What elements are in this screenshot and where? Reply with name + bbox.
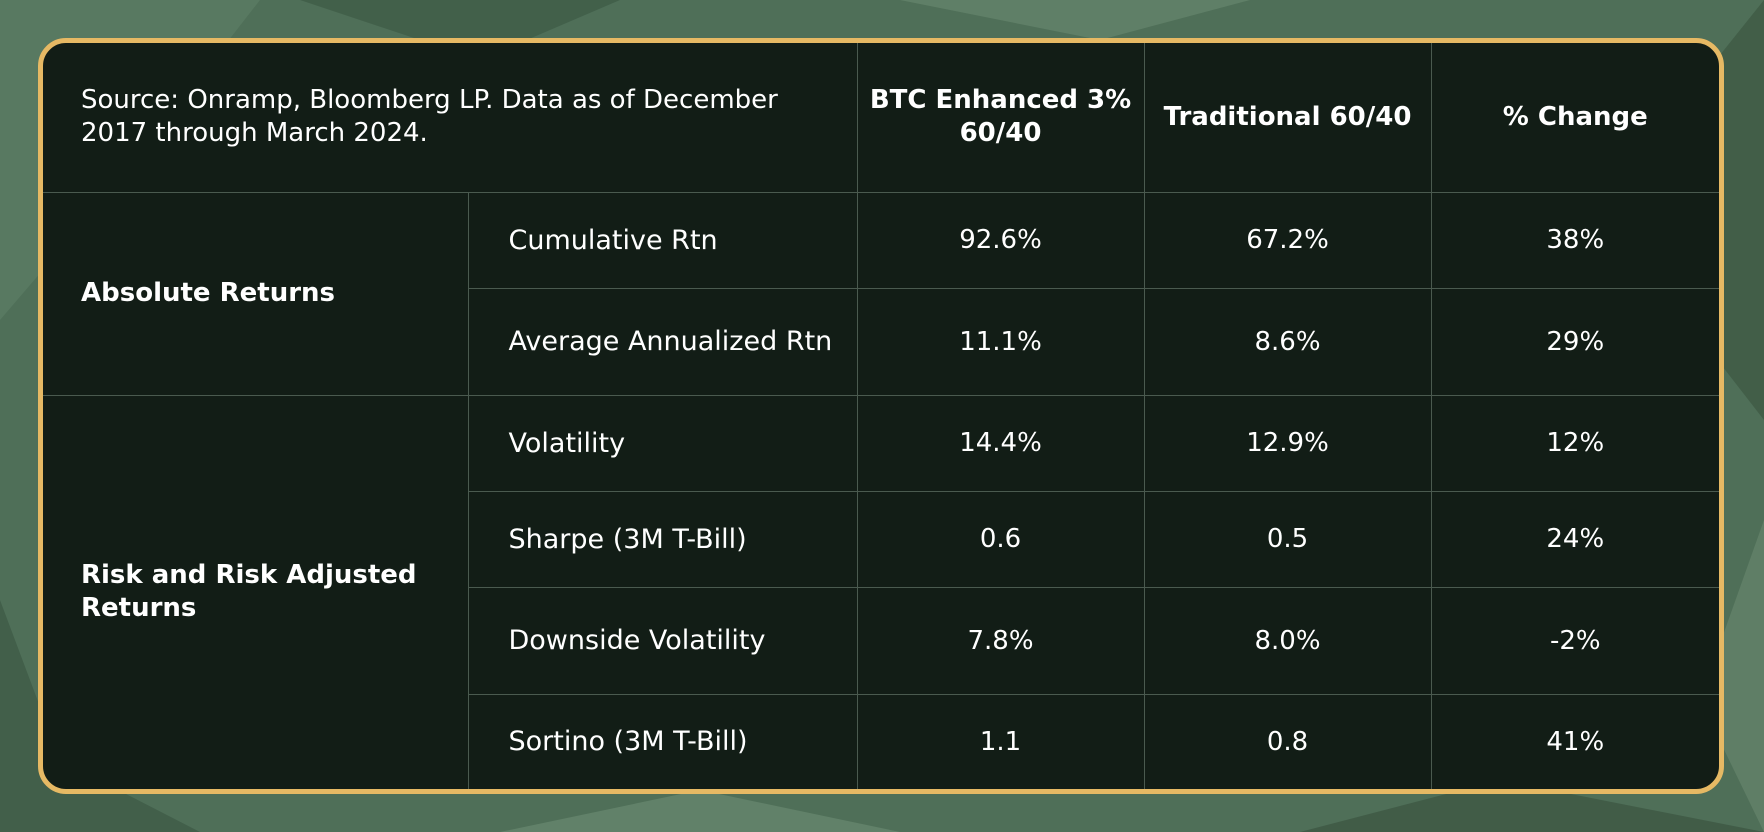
metric-label: Sharpe (3M T-Bill) [468, 490, 858, 588]
column-header-traditional: Traditional 60/40 [1143, 43, 1432, 193]
value-cell: 24% [1430, 490, 1719, 588]
value-cell: 12% [1430, 394, 1719, 492]
value-cell: 0.6 [856, 490, 1145, 588]
source-note: Source: Onramp, Bloomberg LP. Data as of… [43, 43, 858, 193]
metric-label: Sortino (3M T-Bill) [468, 693, 858, 789]
table-row: Absolute Returns Cumulative Rtn 92.6% 67… [43, 191, 1719, 396]
value-cell: 12.9% [1143, 394, 1432, 492]
column-header-percent-change: % Change [1430, 43, 1719, 193]
metric-label: Cumulative Rtn [467, 191, 858, 289]
performance-table-card: Source: Onramp, Bloomberg LP. Data as of… [38, 38, 1724, 794]
table-row: Average Annualized Rtn 11.1% 8.6% 29% [43, 287, 1719, 396]
column-header-btc-enhanced: BTC Enhanced 3% 60/40 [856, 43, 1145, 193]
value-cell: 14.4% [856, 394, 1145, 492]
table-header-row: Source: Onramp, Bloomberg LP. Data as of… [43, 43, 1719, 193]
value-cell: 11.1% [856, 287, 1145, 396]
group-label-risk-adjusted-returns: Risk and Risk Adjusted Returns [43, 394, 469, 789]
value-cell: 1.1 [856, 693, 1145, 789]
table-row: Risk and Risk Adjusted Returns Volatilit… [43, 394, 1719, 789]
value-cell: 29% [1430, 287, 1719, 396]
value-cell: -2% [1430, 586, 1719, 695]
table-row: Downside Volatility 7.8% 8.0% -2% [43, 586, 1719, 695]
metric-label: Volatility [467, 394, 858, 492]
value-cell: 7.8% [856, 586, 1145, 695]
value-cell: 8.6% [1143, 287, 1432, 396]
value-cell: 41% [1430, 693, 1719, 789]
table-row: Sharpe (3M T-Bill) 0.6 0.5 24% [43, 490, 1719, 588]
performance-table: Source: Onramp, Bloomberg LP. Data as of… [43, 43, 1719, 789]
table-row: Sortino (3M T-Bill) 1.1 0.8 41% [43, 693, 1719, 789]
value-cell: 38% [1430, 191, 1719, 289]
value-cell: 92.6% [856, 191, 1145, 289]
value-cell: 0.5 [1143, 490, 1432, 588]
value-cell: 0.8 [1143, 693, 1432, 789]
metric-label: Downside Volatility [468, 586, 858, 695]
metric-label: Average Annualized Rtn [468, 287, 858, 396]
value-cell: 8.0% [1143, 586, 1432, 695]
value-cell: 67.2% [1143, 191, 1432, 289]
group-label-absolute-returns: Absolute Returns [43, 191, 469, 396]
